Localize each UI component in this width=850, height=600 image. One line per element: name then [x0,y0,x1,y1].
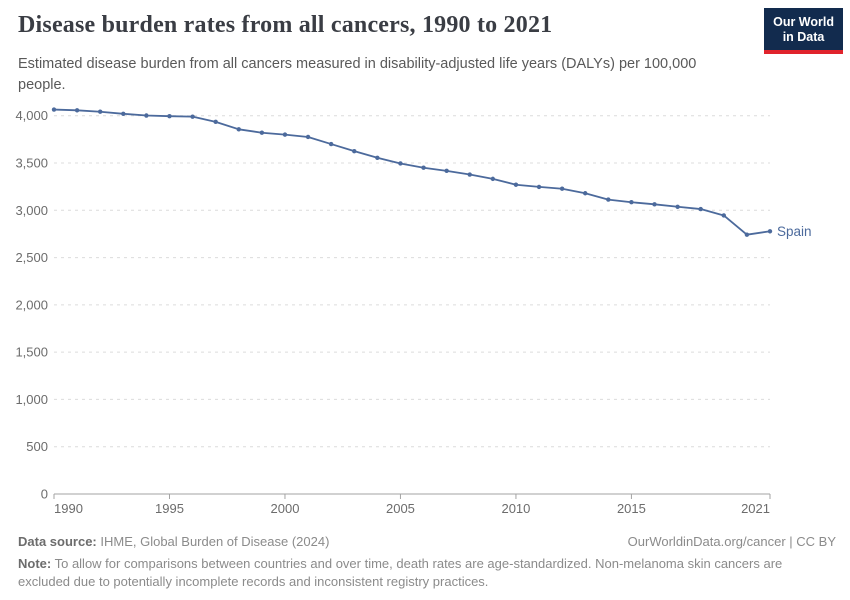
y-axis-tick-label: 0 [41,487,48,502]
data-point [536,184,542,190]
footnote: Note: To allow for comparisons between c… [18,555,818,591]
data-point [282,132,288,137]
data-point [583,191,588,196]
data-point [74,108,80,113]
data-line-spain [53,108,771,236]
data-point [675,204,680,209]
x-axis-tick-label: 1995 [155,501,184,516]
owid-logo-line2: in Data [782,30,825,44]
x-axis-tick-label: 2000 [271,501,300,516]
data-point [490,176,496,182]
page-title: Disease burden rates from all cancers, 1… [18,12,553,38]
y-axis-tick-label: 3,000 [15,203,48,218]
footer-row: Data source: IHME, Global Burden of Dise… [18,534,836,549]
data-point [398,161,403,166]
data-point [259,130,265,135]
data-point [606,197,611,202]
data-point [97,109,103,114]
data-point [305,134,311,140]
footnote-text: To allow for comparisons between countri… [18,556,783,589]
data-point [767,229,773,234]
data-point [144,113,149,118]
data-point [467,172,472,177]
data-point [698,206,703,212]
data-point [652,202,657,207]
chart-canvas: 0 500 1,000 1,500 2,000 2,500 3,000 3,500 4,000 1… [15,107,812,516]
x-axis-tick-label: 1990 [54,501,83,516]
data-point [213,119,218,125]
data-point [121,111,126,117]
data-source: Data source: IHME, Global Burden of Dise… [18,534,329,549]
y-axis-tick-label: 3,500 [15,155,48,170]
x-axis-tick-label: 2021 [741,501,770,516]
y-axis-tick-label: 2,500 [15,250,48,265]
owid-logo-line1: Our World [773,15,834,29]
data-point [629,200,634,205]
y-axis-tick-label: 4,000 [15,108,48,123]
data-source-label: Data source: [18,534,97,549]
data-point [559,186,565,191]
x-axis-tick-label: 2015 [617,501,646,516]
data-point [721,213,727,218]
owid-cc-link[interactable]: OurWorldinData.org/cancer | CC BY [627,534,836,549]
data-source-text: IHME, Global Burden of Disease (2024) [96,534,330,549]
y-axis-tick-label: 2,000 [15,297,48,312]
y-axis-tick-label: 500 [26,439,48,454]
data-point [190,114,195,119]
x-axis-tick-label: 2010 [501,501,530,516]
series-end-label: Spain [777,224,812,239]
data-point [744,232,750,237]
x-axis-tick-label: 2005 [386,501,415,516]
data-point [421,165,426,170]
owid-logo[interactable]: Our World in Data [764,8,843,54]
data-point [352,148,357,154]
data-point [51,107,57,112]
data-point [375,155,380,160]
chart-subtitle: Estimated disease burden from all cancer… [18,56,697,94]
data-point [513,182,519,187]
y-axis-tick-label: 1,500 [15,345,48,360]
data-point [167,113,172,119]
data-point [236,127,241,132]
data-point [328,141,334,147]
y-axis-tick-label: 1,000 [15,392,48,407]
footnote-label: Note: [18,556,52,571]
data-point [444,168,449,174]
